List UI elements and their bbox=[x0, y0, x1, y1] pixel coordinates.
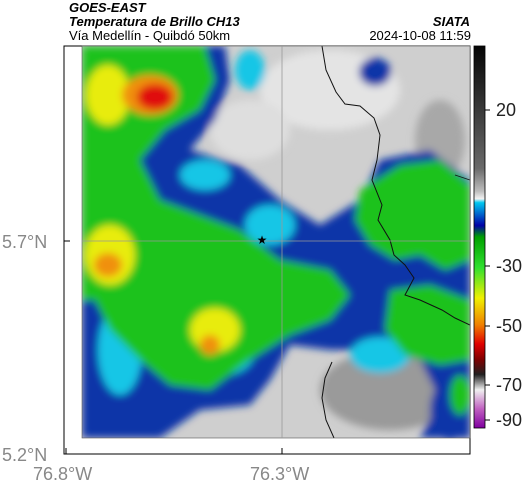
colorbar-tick-20: 20 bbox=[496, 100, 517, 120]
lat-label-5.7: 5.7°N bbox=[2, 232, 48, 252]
region-subtitle: Vía Medellín - Quibdó 50km bbox=[69, 28, 231, 43]
product-title: Temperatura de Brillo CH13 bbox=[69, 14, 240, 29]
datetime-label: 2024-10-08 11:59 bbox=[369, 28, 471, 43]
location-marker-icon: ★ bbox=[257, 233, 268, 247]
lon-label-76.8: 76.8°W bbox=[33, 464, 93, 484]
colorbar-tick-minus90: -90 bbox=[496, 410, 523, 430]
colorbar-tick-minus50: -50 bbox=[496, 316, 523, 336]
agency-label: SIATA bbox=[432, 14, 470, 29]
colorbar-tick-minus30: -30 bbox=[496, 256, 523, 276]
colorbar bbox=[473, 45, 486, 429]
colorbar-tick-minus70: -70 bbox=[496, 375, 523, 395]
lat-label-5.2: 5.2°N bbox=[2, 445, 48, 465]
satellite-title: GOES-EAST bbox=[69, 0, 146, 15]
lon-label-76.3: 76.3°W bbox=[250, 464, 310, 484]
imagery-layer bbox=[82, 46, 470, 438]
